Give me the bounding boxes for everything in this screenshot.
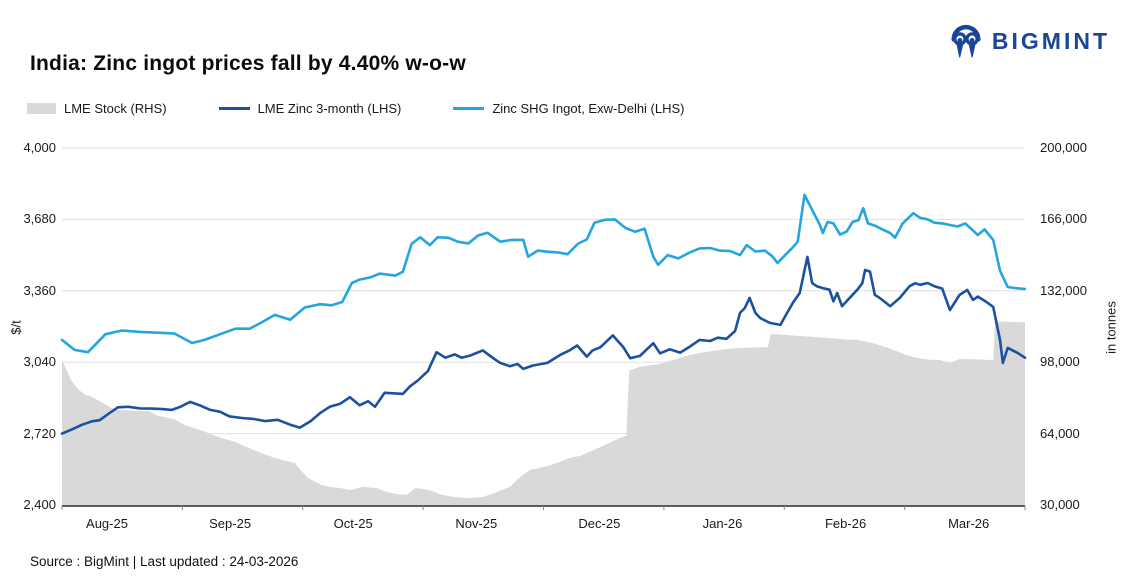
legend-label-1: LME Zinc 3-month (LHS) xyxy=(257,101,402,116)
x-tick-0: Aug-25 xyxy=(86,516,128,531)
left-tick-0: 4,000 xyxy=(23,140,56,155)
x-tick-1: Sep-25 xyxy=(209,516,252,531)
right-tick-4: 64,000 xyxy=(1040,425,1080,441)
left-tick-3: 3,040 xyxy=(23,354,56,370)
brand-name: BIGMINT xyxy=(991,27,1110,54)
brand-logo: BIGMINT xyxy=(948,22,1110,60)
legend-swatch-0 xyxy=(27,103,56,114)
right-tick-3: 98,000 xyxy=(1040,354,1080,370)
chart-legend: LME Stock (RHS) LME Zinc 3-month (LHS) Zin… xyxy=(27,101,737,116)
x-tick-4: Dec-25 xyxy=(578,516,621,531)
right-tick-1: 166,000 xyxy=(1040,211,1087,227)
left-tick-1: 3,680 xyxy=(23,211,56,227)
x-tick-5: Jan-26 xyxy=(702,516,743,531)
source-note: Source : BigMint | Last updated : 24-03-… xyxy=(30,554,299,569)
legend-label-2: Zinc SHG Ingot, Exw-Delhi (LHS) xyxy=(492,101,685,116)
right-tick-2: 132,000 xyxy=(1040,282,1087,298)
right-tick-5: 30,000 xyxy=(1040,497,1080,512)
right-axis-title: in tonnes xyxy=(1103,301,1119,354)
left-tick-2: 3,360 xyxy=(23,282,56,298)
series-line-1 xyxy=(60,255,1027,435)
x-tick-2: Oct-25 xyxy=(333,516,373,531)
legend-swatch-1 xyxy=(218,107,250,110)
bigmint-logo-icon xyxy=(948,22,984,60)
left-tick-4: 2,720 xyxy=(23,425,56,441)
series-line-2 xyxy=(60,193,1027,354)
x-tick-7: Mar-26 xyxy=(948,516,990,531)
x-tick-3: Nov-25 xyxy=(455,516,498,531)
legend-swatch-2 xyxy=(453,107,485,110)
left-tick-5: 2,400 xyxy=(23,497,56,512)
x-tick-6: Feb-26 xyxy=(824,516,867,531)
legend-label-0: LME Stock (RHS) xyxy=(64,101,167,116)
left-axis-title: $/t xyxy=(8,320,24,335)
legend-item-2: Zinc SHG Ingot, Exw-Delhi (LHS) xyxy=(453,101,685,116)
page-title: India: Zinc ingot prices fall by 4.40% w… xyxy=(30,52,466,75)
legend-item-0: LME Stock (RHS) xyxy=(27,101,167,116)
legend-item-1: LME Zinc 3-month (LHS) xyxy=(218,101,402,116)
right-tick-0: 200,000 xyxy=(1040,140,1087,155)
series-area-0 xyxy=(62,321,1025,505)
